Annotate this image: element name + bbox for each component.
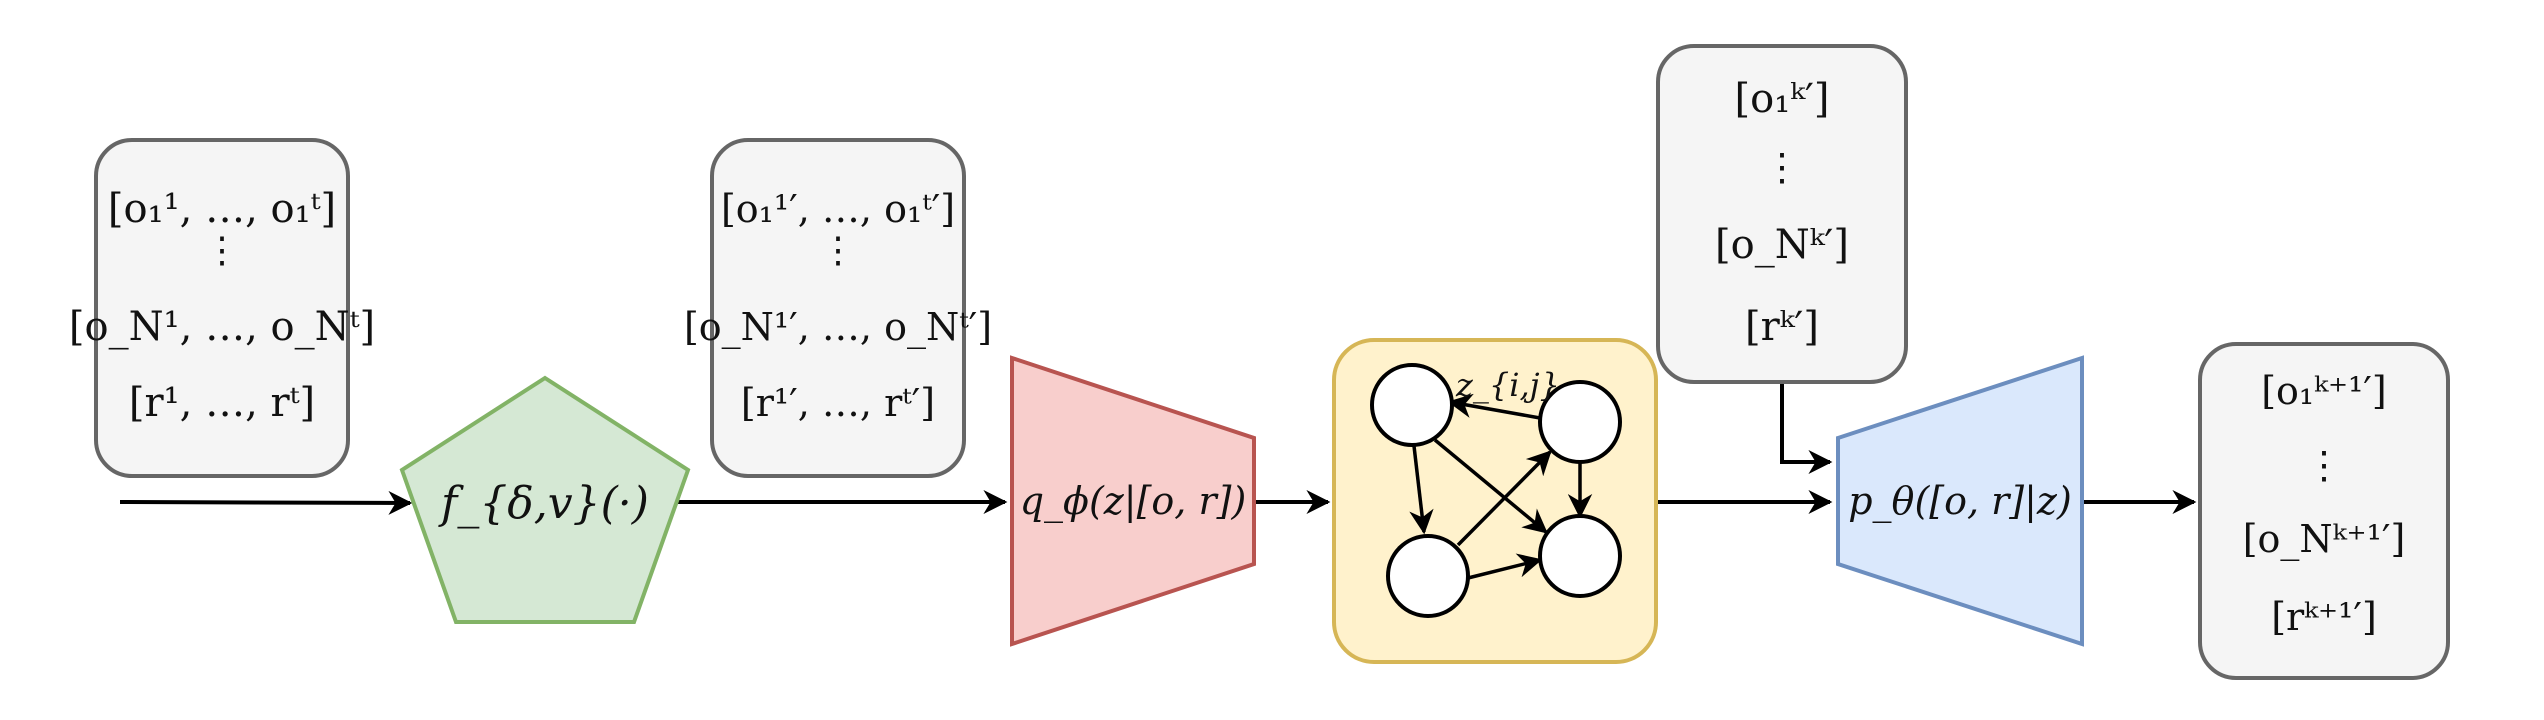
input-box-frame bbox=[94, 138, 350, 478]
input-arrow bbox=[119, 490, 413, 515]
decoder-trapezoid: p_θ([o, r]|z) bbox=[1836, 355, 2084, 647]
output-obs-first: [o₁ᵏ⁺¹′] bbox=[2261, 369, 2387, 413]
input-obs-first: [o₁¹, …, o₁ᵗ] bbox=[108, 186, 336, 232]
graph-edge bbox=[1456, 450, 1552, 547]
output-sequence-box: [o₁ᵏ⁺¹′] ⋮ [o_Nᵏ⁺¹′] [rᵏ⁺¹′] bbox=[2198, 342, 2450, 680]
transformed-obs-first: [o₁¹′, …, o₁ᵗ′] bbox=[721, 187, 955, 231]
encoder-shape bbox=[1010, 355, 1256, 647]
graph-node bbox=[1538, 380, 1622, 464]
query-obs-first: [o₁ᵏ′] bbox=[1735, 76, 1830, 122]
input-obs-last: [o_N¹, …, o_Nᵗ] bbox=[69, 304, 375, 350]
transformed-rewards: [r¹′, …, rᵗ′] bbox=[741, 381, 935, 425]
query-rewards: [rᵏ′] bbox=[1745, 304, 1819, 350]
graph-edge bbox=[1447, 393, 1541, 420]
transform-label: f_{δ,v}(·) bbox=[438, 478, 649, 529]
query-box-frame bbox=[1656, 44, 1908, 384]
query-sequence-box: [o₁ᵏ′] ⋮ [o_Nᵏ′] [rᵏ′] bbox=[1656, 44, 1908, 384]
graph-node bbox=[1538, 514, 1622, 598]
decoder-shape bbox=[1836, 355, 2084, 647]
query-obs-last: [o_Nᵏ′] bbox=[1715, 222, 1849, 268]
transform-shape bbox=[399, 375, 691, 624]
query-vdots: ⋮ bbox=[1763, 145, 1801, 189]
output-obs-last: [o_Nᵏ⁺¹′] bbox=[2243, 517, 2406, 562]
transformed-sequence-box: [o₁¹′, …, o₁ᵗ′] ⋮ [o_N¹′, …, o_Nᵗ′] [r¹′… bbox=[684, 138, 992, 478]
causal-graph-box: z_{i,j} bbox=[1332, 338, 1658, 664]
transformed-vdots: ⋮ bbox=[820, 230, 856, 271]
output-rewards: [rᵏ⁺¹′] bbox=[2271, 595, 2377, 639]
transformed-obs-last: [o_N¹′, …, o_Nᵗ′] bbox=[684, 305, 992, 350]
input-vdots: ⋮ bbox=[204, 230, 240, 271]
graph-edge-label: z_{i,j} bbox=[1455, 366, 1560, 404]
decoder-label: p_θ([o, r]|z) bbox=[1848, 479, 2072, 524]
query-to-decoder-arrow bbox=[1780, 382, 1833, 474]
graph-edge bbox=[1467, 553, 1543, 580]
graph-edge bbox=[1433, 438, 1548, 534]
input-rewards: [r¹, …, rᵗ] bbox=[129, 380, 315, 426]
transformed-box-frame bbox=[710, 138, 966, 478]
graph-edge bbox=[1409, 445, 1434, 535]
graph-node bbox=[1370, 363, 1454, 447]
encoder-trapezoid: q_ϕ(z|[o, r]) bbox=[1010, 355, 1256, 647]
encoder-label: q_ϕ(z|[o, r]) bbox=[1020, 479, 1247, 524]
graph-node bbox=[1386, 534, 1470, 618]
input-sequence-box: [o₁¹, …, o₁ᵗ] ⋮ [o_N¹, …, o_Nᵗ] [r¹, …, … bbox=[69, 138, 375, 478]
output-box-frame bbox=[2198, 342, 2450, 680]
transform-pentagon: f_{δ,v}(·) bbox=[399, 375, 691, 624]
output-vdots: ⋮ bbox=[2305, 443, 2343, 487]
